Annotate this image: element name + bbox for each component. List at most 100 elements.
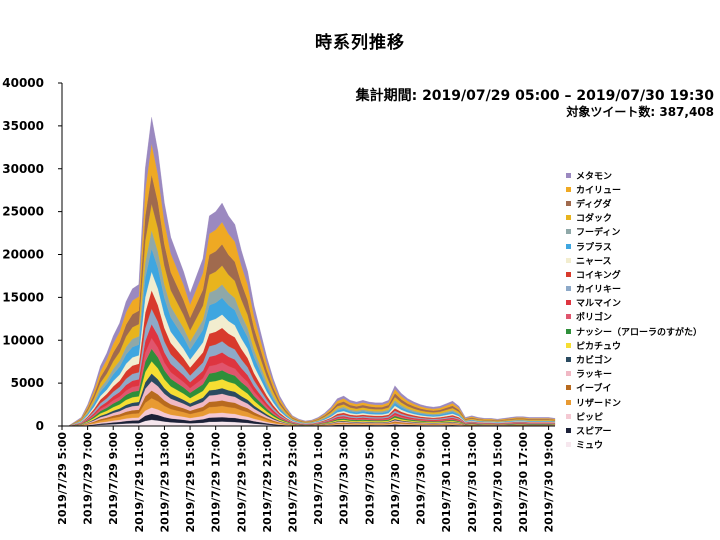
y-tick-label: 5000 — [11, 376, 44, 390]
y-tick-label: 30000 — [2, 162, 44, 176]
y-tick-label: 40000 — [2, 76, 44, 90]
x-tick-label: 2019/7/30 17:00 — [517, 432, 530, 533]
y-tick-label: 20000 — [2, 248, 44, 262]
legend-swatch — [566, 215, 571, 221]
legend-item: ラプラス — [566, 239, 720, 253]
legend-swatch — [566, 427, 571, 433]
legend-swatch — [566, 229, 571, 235]
legend-label: フーディン — [576, 228, 621, 239]
x-tick-label: 2019/7/30 11:00 — [440, 432, 453, 533]
legend-item: カビゴン — [566, 352, 720, 366]
legend-label: ピッピ — [576, 412, 604, 423]
y-tick-label: 35000 — [2, 119, 44, 133]
legend-item: メタモン — [566, 168, 720, 182]
legend-label: マルマイン — [576, 299, 622, 310]
legend-label: メタモン — [576, 171, 613, 182]
info-box: 集計期間: 2019/07/29 05:00 – 2019/07/30 19:3… — [356, 88, 714, 120]
legend-swatch — [566, 413, 571, 419]
count-line: 対象ツイート数: 387,408 — [356, 104, 714, 120]
x-tick-label: 2019/7/29 7:00 — [82, 432, 95, 525]
legend-swatch — [566, 257, 571, 263]
legend-swatch — [566, 385, 571, 391]
x-tick-label: 2019/7/30 13:00 — [466, 432, 479, 533]
y-tick-label: 25000 — [2, 205, 44, 219]
legend-label: ニャース — [576, 256, 612, 267]
period-label: 集計期間: — [355, 88, 418, 104]
x-tick-label: 2019/7/30 9:00 — [415, 432, 428, 525]
legend-item: リザードン — [566, 395, 720, 409]
period-line: 集計期間: 2019/07/29 05:00 – 2019/07/30 19:3… — [356, 88, 714, 104]
x-tick-label: 2019/7/30 5:00 — [363, 432, 376, 525]
period-value: 2019/07/29 05:00 – 2019/07/30 19:30 — [422, 88, 714, 104]
legend-item: カイリュー — [566, 182, 720, 196]
x-tick-label: 2019/7/30 7:00 — [389, 432, 402, 525]
legend-item: ポリゴン — [566, 310, 720, 324]
chart-title: 時系列推移 — [315, 33, 405, 53]
x-tick-label: 2019/7/29 11:00 — [133, 432, 146, 533]
legend-label: コイキング — [576, 270, 621, 281]
legend-label: ポリゴン — [576, 313, 613, 324]
legend: メタモンカイリューディグダコダックフーディンラプラスニャースコイキングカイリキー… — [566, 168, 720, 452]
legend-label: ナッシー（アローラのすがた） — [576, 327, 703, 338]
y-tick-label: 10000 — [2, 333, 44, 347]
legend-swatch — [566, 172, 571, 178]
x-tick-label: 2019/7/29 17:00 — [210, 432, 223, 533]
legend-label: カイリキー — [576, 285, 622, 296]
x-tick-label: 2019/7/29 5:00 — [56, 432, 69, 525]
legend-item: ラッキー — [566, 367, 720, 381]
x-tick-label: 2019/7/30 1:00 — [312, 432, 325, 525]
legend-item: イーブイ — [566, 381, 720, 395]
x-tick-label: 2019/7/29 9:00 — [107, 432, 120, 525]
legend-swatch — [566, 271, 571, 277]
legend-item: ピカチュウ — [566, 338, 720, 352]
count-label: 対象ツイート数: — [566, 105, 656, 119]
legend-label: ミュウ — [576, 441, 604, 452]
x-tick-label: 2019/7/30 15:00 — [491, 432, 504, 533]
legend-item: コダック — [566, 211, 720, 225]
legend-label: カイリュー — [576, 185, 622, 196]
legend-item: スピアー — [566, 423, 720, 437]
legend-label: コダック — [576, 214, 613, 225]
legend-item: ディグダ — [566, 196, 720, 210]
legend-label: ラッキー — [576, 370, 613, 381]
legend-item: カイリキー — [566, 282, 720, 296]
legend-swatch — [566, 342, 571, 348]
area-series-1 — [62, 117, 556, 427]
legend-swatch — [566, 357, 571, 363]
x-tick-label: 2019/7/29 19:00 — [235, 432, 248, 533]
y-tick-label: 0 — [36, 419, 44, 433]
x-tick-label: 2019/7/29 21:00 — [261, 432, 274, 533]
legend-item: フーディン — [566, 225, 720, 239]
legend-item: ナッシー（アローラのすがた） — [566, 324, 720, 338]
legend-item: ニャース — [566, 253, 720, 267]
legend-swatch — [566, 399, 571, 405]
y-tick-label: 15000 — [2, 290, 44, 304]
legend-label: カビゴン — [576, 356, 613, 367]
legend-swatch — [566, 286, 571, 292]
x-tick-label: 2019/7/30 3:00 — [338, 432, 351, 525]
x-tick-label: 2019/7/29 15:00 — [184, 432, 197, 533]
x-tick-label: 2019/7/30 19:00 — [543, 432, 556, 533]
x-tick-label: 2019/7/29 13:00 — [158, 432, 171, 533]
legend-label: ラプラス — [576, 242, 612, 253]
legend-item: ピッピ — [566, 409, 720, 423]
legend-swatch — [566, 314, 571, 320]
legend-swatch — [566, 243, 571, 249]
count-value: 387,408 — [659, 105, 714, 119]
legend-swatch — [566, 371, 571, 377]
x-tick-label: 2019/7/29 23:00 — [286, 432, 299, 533]
legend-label: ディグダ — [576, 199, 612, 210]
legend-swatch — [566, 300, 571, 306]
legend-item: ミュウ — [566, 438, 720, 452]
legend-label: リザードン — [576, 398, 622, 409]
legend-swatch — [566, 328, 571, 334]
legend-label: スピアー — [576, 426, 612, 437]
legend-item: コイキング — [566, 267, 720, 281]
legend-swatch — [566, 200, 571, 206]
legend-swatch — [566, 442, 571, 448]
legend-item: マルマイン — [566, 296, 720, 310]
legend-swatch — [566, 186, 571, 192]
legend-label: イーブイ — [576, 384, 612, 395]
legend-label: ピカチュウ — [576, 341, 622, 352]
